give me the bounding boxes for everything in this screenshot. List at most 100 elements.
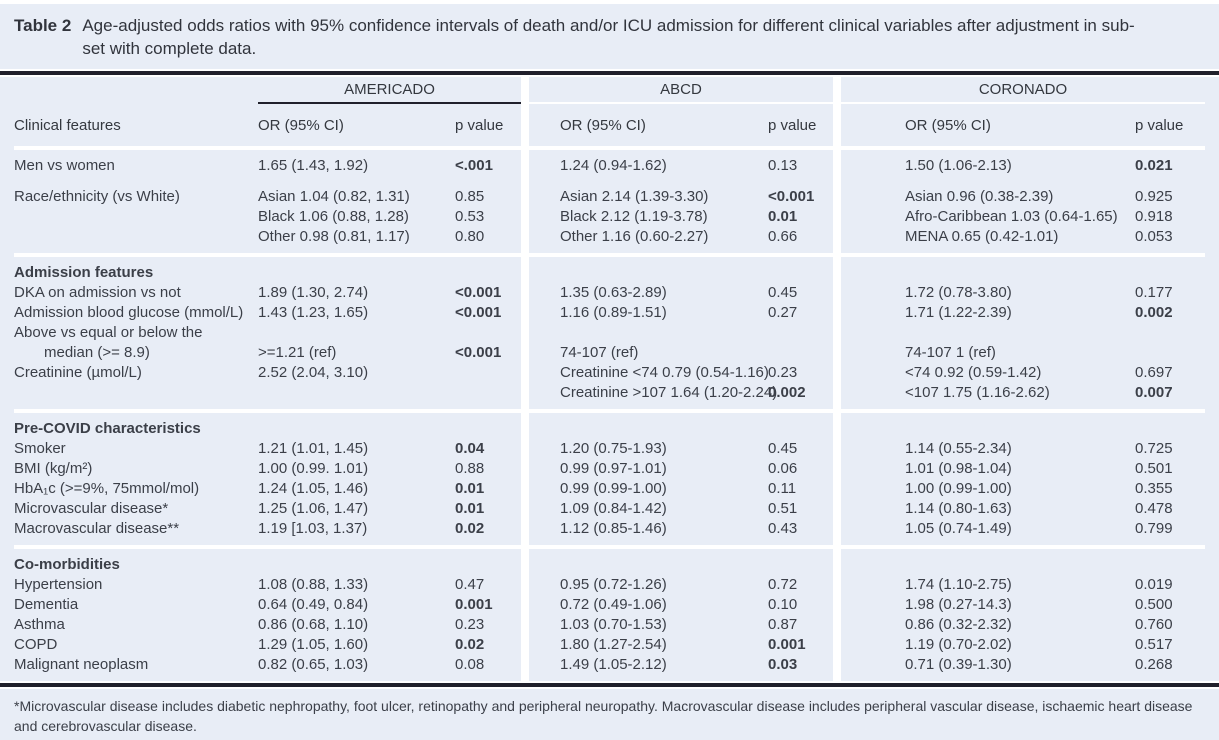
abcd-or-value: 1.03 (0.70-1.53) [560, 616, 667, 633]
americado-or-value: 2.52 (2.04, 3.10) [258, 364, 369, 381]
table-row: HbA₁c (>=9%, 75mmol/mol) 1.24 (1.05, 1.46… [14, 479, 1205, 499]
abcd-p-value: 0.72 [768, 576, 798, 593]
column-header-features: Clinical features [14, 116, 121, 134]
coronado-p-value: 0.053 [1135, 228, 1173, 245]
coronado-p-value [1135, 323, 1205, 343]
abcd-or-value: 1.16 (0.89-1.51) [560, 304, 667, 321]
table-row: Asthma 0.86 (0.68, 1.10) 0.23 1.03 (0.70-1.… [14, 615, 1205, 635]
coronado-or-value: 1.05 (0.74-1.49) [905, 520, 1012, 537]
feature-label: Men vs women [14, 157, 115, 174]
coronado-p-value [1135, 343, 1205, 363]
americado-p-value [455, 323, 521, 343]
americado-p-value: 0.80 [455, 228, 485, 245]
column-header-p: p value [1135, 116, 1184, 134]
table-row: Smoker 1.21 (1.01, 1.45) 0.04 1.20 (0.75-1.… [14, 439, 1205, 459]
coronado-or-value: 1.14 (0.80-1.63) [905, 500, 1012, 517]
coronado-or-value: 0.71 (0.39-1.30) [905, 656, 1012, 673]
feature-label: Above vs equal or below the [14, 324, 203, 341]
feature-label: Race/ethnicity (vs White) [14, 188, 180, 205]
coronado-or-value: MENA 0.65 (0.42-1.01) [905, 228, 1059, 245]
table-row: Other 0.98 (0.81, 1.17) 0.80 Other 1.16 (0… [14, 227, 1205, 247]
abcd-or-value: 0.95 (0.72-1.26) [560, 576, 667, 593]
abcd-or-value: Black 2.12 (1.19-3.78) [560, 208, 708, 225]
americado-p-value: 0.47 [455, 576, 485, 593]
table-row: Microvascular disease* 1.25 (1.06, 1.47) 0… [14, 499, 1205, 519]
abcd-or-value: Other 1.16 (0.60-2.27) [560, 228, 709, 245]
abcd-p-value: 0.03 [768, 656, 798, 673]
coronado-p-value: 0.697 [1135, 364, 1173, 381]
abcd-or-value: 1.35 (0.63-2.89) [560, 284, 667, 301]
feature-label [14, 207, 258, 227]
feature-label: Admission blood glucose (mmol/L) [14, 304, 244, 321]
americado-or-value: 1.08 (0.88, 1.33) [258, 576, 369, 593]
column-header-or: OR (95% CI) [560, 116, 646, 134]
column-header-or: OR (95% CI) [905, 116, 991, 134]
abcd-p-value: 0.002 [768, 384, 806, 401]
abcd-p-value: 0.001 [768, 636, 806, 653]
abcd-p-value: 0.43 [768, 520, 798, 537]
table-row: Race/ethnicity (vs White) Asian 1.04 (0.8… [14, 187, 1205, 207]
feature-label: Creatinine (µmol/L) [14, 364, 142, 381]
abcd-p-value: 0.87 [768, 616, 798, 633]
americado-p-value: <.001 [455, 157, 493, 174]
feature-label: BMI (kg/m²) [14, 460, 93, 477]
americado-p-value: 0.02 [455, 520, 485, 537]
abcd-p-value: 0.06 [768, 460, 798, 477]
abcd-p-value: 0.45 [768, 284, 798, 301]
feature-label [14, 227, 258, 247]
coronado-p-value: 0.019 [1135, 576, 1173, 593]
table-row: Creatinine >107 1.64 (1.20-2.24) 0.002 <10… [14, 383, 1205, 403]
abcd-or-value [529, 323, 768, 343]
group-header-row: AMERICADO ABCD CORONADO [14, 77, 1205, 104]
americado-p-value: <0.001 [455, 284, 502, 301]
abcd-p-value [768, 323, 833, 343]
feature-label [14, 383, 258, 403]
feature-label: Smoker [14, 440, 66, 457]
feature-label: Macrovascular disease** [14, 520, 180, 537]
americado-p-value: 0.88 [455, 460, 485, 477]
abcd-or-value: 1.20 (0.75-1.93) [560, 440, 667, 457]
americado-p-value: 0.08 [455, 656, 485, 673]
table-row: COPD 1.29 (1.05, 1.60) 0.02 1.80 (1.27-2.54… [14, 635, 1205, 655]
table-row: median (>= 8.9) >=1.21 (ref) <0.001 74-107 … [14, 343, 1205, 363]
americado-or-value [258, 323, 455, 343]
americado-p-value: <0.001 [455, 344, 502, 361]
americado-p-value: 0.85 [455, 188, 485, 205]
coronado-p-value: 0.760 [1135, 616, 1173, 633]
coronado-p-value: 0.478 [1135, 500, 1173, 517]
americado-or-value: 1.43 (1.23, 1.65) [258, 304, 369, 321]
abcd-or-value: 74-107 (ref) [560, 344, 639, 361]
abcd-or-value: 1.49 (1.05-2.12) [560, 656, 667, 673]
table-caption: Table 2 Age-adjusted odds ratios with 95… [0, 4, 1219, 69]
americado-p-value: 0.01 [455, 480, 485, 497]
coronado-or-value: 1.01 (0.98-1.04) [905, 460, 1012, 477]
coronado-p-value: 0.177 [1135, 284, 1173, 301]
abcd-p-value: 0.51 [768, 500, 798, 517]
americado-or-value: 1.24 (1.05, 1.46) [258, 480, 369, 497]
abcd-or-value: Creatinine <74 0.79 (0.54-1.16) [560, 364, 769, 381]
coronado-or-value: 1.14 (0.55-2.34) [905, 440, 1012, 457]
coronado-p-value: 0.925 [1135, 188, 1173, 205]
table-section: Men vs women 1.65 (1.43, 1.92) <.001 1.24 (… [14, 150, 1205, 253]
americado-or-value: 1.19 [1.03, 1.37) [258, 520, 368, 537]
americado-or-value: 1.21 (1.01, 1.45) [258, 440, 369, 457]
feature-label: DKA on admission vs not [14, 284, 181, 301]
coronado-p-value: 0.021 [1135, 157, 1173, 174]
coronado-or-value: 1.74 (1.10-2.75) [905, 576, 1012, 593]
table-body: AMERICADO ABCD CORONADO Clinical feature… [0, 77, 1219, 681]
table-row: Creatinine (µmol/L) 2.52 (2.04, 3.10) Crea… [14, 363, 1205, 383]
section-divider [14, 545, 1205, 549]
coronado-p-value: 0.725 [1135, 440, 1173, 457]
section-header: Pre-COVID characteristics [14, 420, 201, 437]
group-americado: AMERICADO [258, 78, 521, 104]
abcd-or-value: Asian 2.14 (1.39-3.30) [560, 188, 709, 205]
coronado-p-value: 0.268 [1135, 656, 1173, 673]
americado-p-value [455, 383, 521, 403]
coronado-p-value: 0.355 [1135, 480, 1173, 497]
americado-p-value: <0.001 [455, 304, 502, 321]
americado-p-value: 0.53 [455, 208, 485, 225]
feature-label: Malignant neoplasm [14, 656, 149, 673]
column-header-p: p value [768, 116, 817, 134]
coronado-p-value: 0.007 [1135, 384, 1173, 401]
coronado-p-value: 0.501 [1135, 460, 1173, 477]
